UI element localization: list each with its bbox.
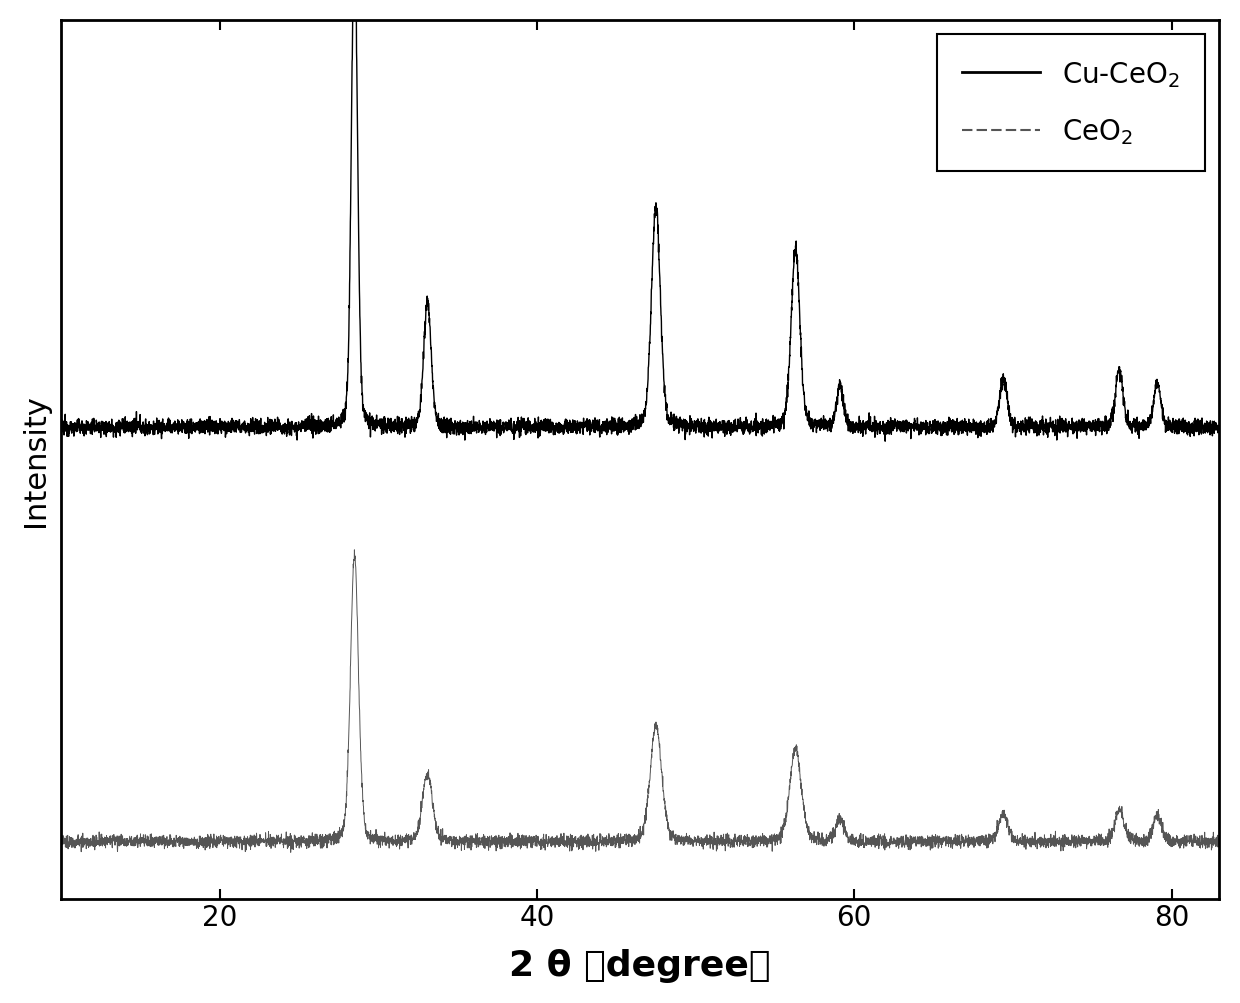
X-axis label: 2 θ （degree）: 2 θ （degree） [510,948,771,982]
Legend: Cu-CeO$_2$, CeO$_2$: Cu-CeO$_2$, CeO$_2$ [937,35,1205,172]
Y-axis label: Intensity: Intensity [21,393,50,527]
